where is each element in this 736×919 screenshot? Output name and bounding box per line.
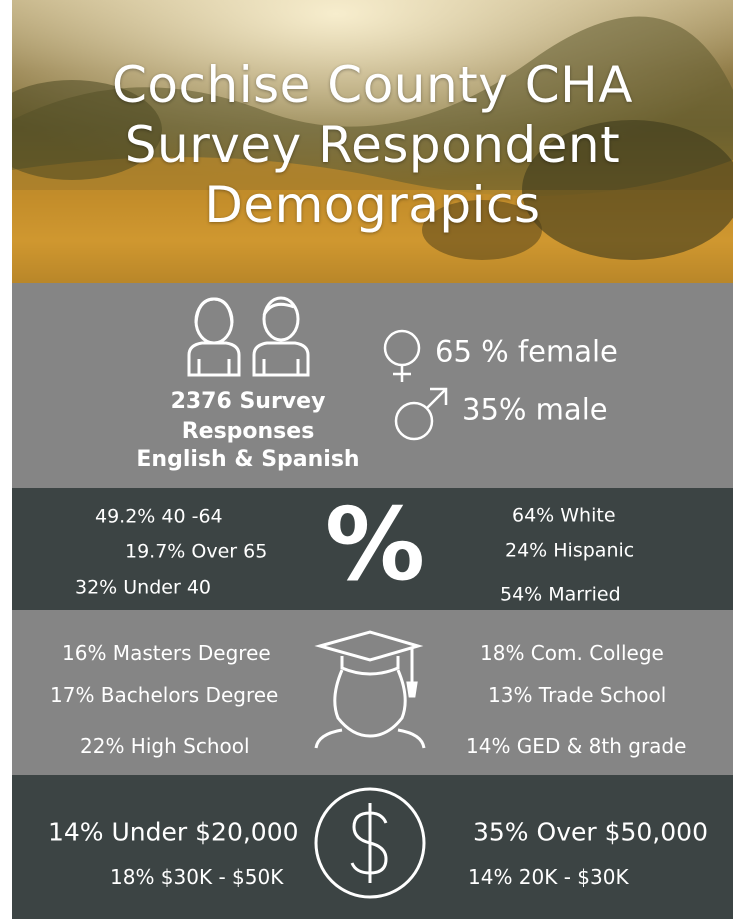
title-line: Survey Respondent: [12, 120, 733, 170]
education-stat: 16% Masters Degree: [62, 643, 271, 663]
demographic-stat: 24% Hispanic: [505, 542, 634, 561]
income-stat: 18% $30K - $50K: [110, 867, 283, 887]
income-stat: 35% Over $50,000: [473, 820, 708, 845]
people-icon: [184, 293, 314, 378]
gender-section: 2376 Survey Responses English & Spanish …: [12, 283, 733, 488]
male-symbol: [392, 385, 452, 445]
education-stat: 22% High School: [80, 736, 250, 756]
dollar-icon: [312, 785, 428, 901]
income-stat: 14% Under $20,000: [48, 820, 299, 845]
education-stat: 14% GED & 8th grade: [466, 736, 686, 756]
age-section: 49.2% 40 -64 19.7% Over 65 32% Under 40 …: [12, 488, 733, 610]
header-image: Cochise County CHA Survey Respondent Dem…: [12, 0, 733, 283]
income-section: 14% Under $20,000 18% $30K - $50K 35% Ov…: [12, 775, 733, 919]
education-stat: 17% Bachelors Degree: [50, 685, 278, 705]
male-stat: 35% male: [462, 396, 608, 425]
age-stat: 49.2% 40 -64: [95, 508, 223, 527]
education-section: 16% Masters Degree 17% Bachelors Degree …: [12, 610, 733, 775]
education-stat: 18% Com. College: [480, 643, 664, 663]
female-stat: 65 % female: [435, 338, 618, 367]
income-stat: 14% 20K - $30K: [468, 867, 629, 887]
female-symbol: [380, 328, 430, 383]
page: Cochise County CHA Survey Respondent Dem…: [0, 0, 736, 919]
responses-text: English & Spanish: [118, 449, 378, 471]
percent-symbol: %: [315, 495, 435, 595]
demographic-stat: 64% White: [512, 507, 616, 526]
age-stat: 32% Under 40: [75, 579, 211, 598]
graduate-icon: [312, 628, 427, 753]
demographic-stat: 54% Married: [500, 586, 621, 605]
responses-text: Responses: [148, 421, 348, 443]
education-stat: 13% Trade School: [488, 685, 666, 705]
title-line: Demograpics: [12, 180, 733, 230]
title-line: Cochise County CHA: [12, 60, 733, 110]
age-stat: 19.7% Over 65: [125, 543, 267, 562]
responses-text: 2376 Survey: [148, 391, 348, 413]
